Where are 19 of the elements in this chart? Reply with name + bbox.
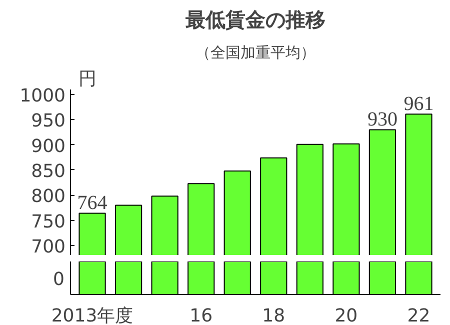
y-tick-label: 1000 bbox=[20, 86, 66, 107]
y-tick-label: 700 bbox=[31, 236, 66, 258]
y-axis-title: 円 bbox=[78, 68, 96, 90]
y-tick-label: 950 bbox=[31, 110, 66, 132]
y-tick-label: 850 bbox=[31, 160, 66, 182]
y-tick-label: 750 bbox=[31, 211, 66, 232]
y-tick-label: 900 bbox=[31, 136, 66, 157]
y-tick-label: 800 bbox=[31, 186, 66, 208]
data-label: 764 bbox=[77, 192, 108, 214]
data-label: 961 bbox=[404, 93, 434, 116]
x-tick-label: 20 bbox=[334, 306, 358, 325]
x-tick-label: 18 bbox=[262, 306, 286, 325]
x-tick-label: 16 bbox=[190, 306, 213, 325]
x-tick-label: 22 bbox=[407, 306, 430, 325]
x-tick-label: 2013年度 bbox=[51, 306, 134, 325]
data-label: 930 bbox=[367, 108, 398, 131]
chart-title: 最低賃金の推移 bbox=[184, 8, 326, 32]
chart-subtitle: （全国加重平均） bbox=[196, 44, 316, 62]
text: 0 bbox=[53, 269, 64, 290]
